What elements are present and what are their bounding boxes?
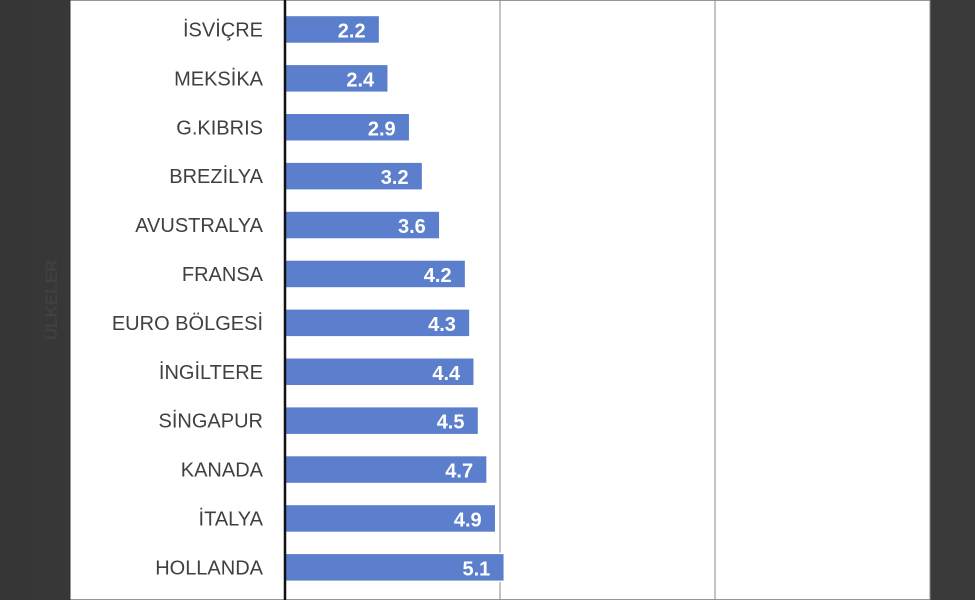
category-label: SİNGAPUR [159, 410, 263, 433]
bar [284, 454, 488, 485]
category-label: HOLLANDA [155, 557, 263, 579]
category-label: İSVİÇRE [183, 18, 263, 41]
bar [284, 308, 471, 338]
bar [284, 503, 497, 534]
data-label: 2.2 [338, 20, 366, 42]
data-label: 4.4 [432, 363, 461, 385]
bar [284, 210, 441, 240]
data-labels: 2.2 2.4 2.9 3.2 3.6 4.2 4.3 4.4 4.5 4.7 4.9 5.1 [338, 20, 491, 580]
category-label: FRANSA [182, 264, 264, 286]
category-label: İNGİLTERE [159, 361, 263, 384]
data-label: 4.3 [428, 314, 456, 336]
bar [284, 259, 467, 289]
data-label: 3.2 [381, 167, 409, 189]
data-label: 3.6 [398, 216, 426, 238]
category-label: EURO BÖLGESİ [112, 312, 263, 335]
bar [284, 63, 389, 94]
data-label: 4.9 [454, 509, 482, 531]
category-label: BREZİLYA [169, 165, 263, 188]
category-labels: İSVİÇRE MEKSİKA G.KIBRIS BREZİLYA AVUSTRALYA… [112, 18, 264, 579]
gridlines [499, 0, 931, 600]
category-label: İTALYA [199, 507, 264, 530]
category-label: AVUSTRALYA [135, 215, 263, 237]
category-label: MEKSİKA [174, 67, 264, 90]
y-axis-title: ÜLKELER [42, 260, 61, 340]
category-label: KANADA [181, 460, 264, 482]
data-label: 4.5 [437, 412, 465, 434]
bar [284, 112, 411, 142]
data-label: 4.7 [445, 461, 473, 483]
bar [284, 357, 475, 387]
data-label: 4.2 [424, 265, 452, 287]
data-label: 2.9 [368, 118, 396, 140]
category-label: G.KIBRIS [176, 117, 263, 139]
data-label: 2.4 [346, 69, 375, 91]
data-label: 5.1 [462, 558, 490, 580]
